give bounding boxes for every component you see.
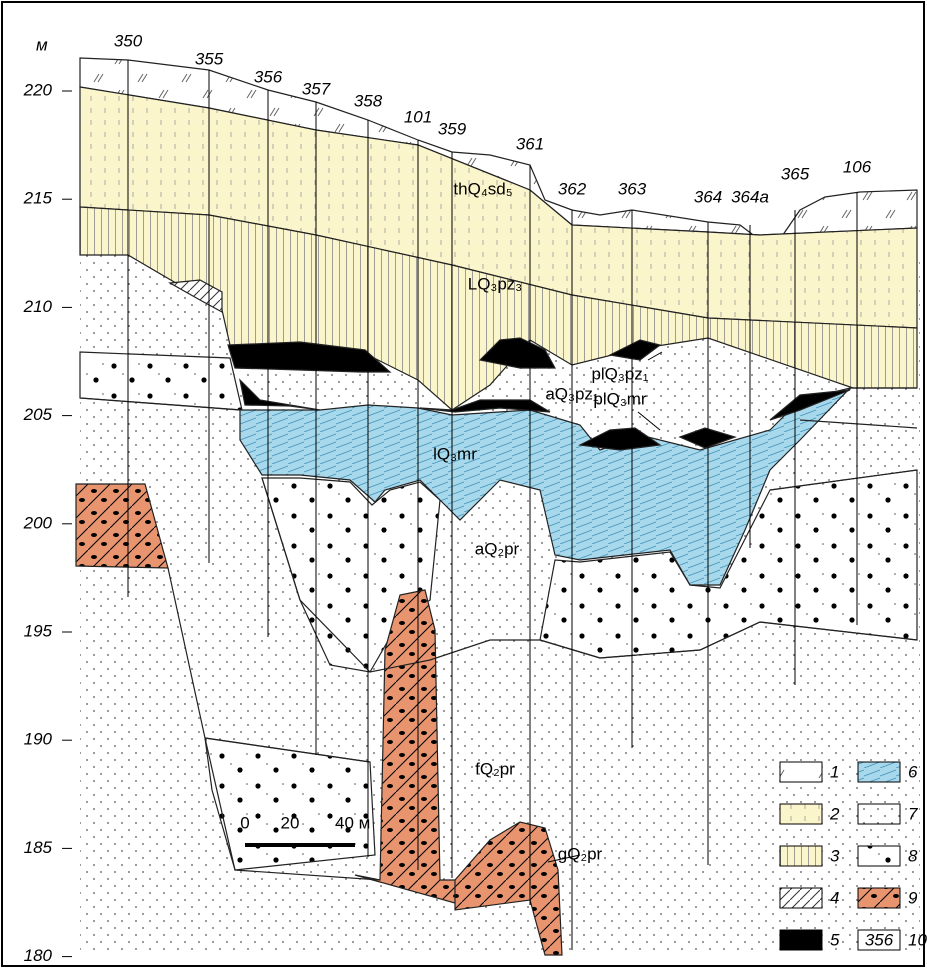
y-tick-label: 195 — [24, 621, 53, 640]
borehole-label: 101 — [404, 107, 432, 126]
unit-label: aQ₃pz₁ — [545, 384, 599, 403]
y-tick-label: 200 — [23, 513, 53, 532]
y-tick-label: 220 — [23, 80, 53, 99]
legend-label: 8 — [908, 846, 918, 865]
scale-label: 0 — [240, 813, 249, 832]
legend-label: 2 — [829, 804, 840, 823]
scale-label: 20 — [281, 813, 300, 832]
legend-label: 7 — [908, 804, 918, 823]
axis-unit: м — [36, 35, 48, 54]
unit-label: plQ₃pz₁ — [591, 364, 648, 383]
borehole-label: 355 — [195, 49, 224, 68]
legend-label: 9 — [908, 888, 918, 907]
unit-label: gQ₂pr — [558, 844, 603, 863]
legend-swatch — [858, 804, 900, 824]
legend-label: 4 — [830, 888, 839, 907]
borehole-label: 359 — [438, 119, 467, 138]
legend-swatch — [858, 888, 900, 908]
y-tick-label: 180 — [24, 946, 53, 965]
legend-swatch — [858, 762, 900, 782]
y-tick-label: 190 — [24, 730, 53, 749]
legend-label: 6 — [908, 762, 918, 781]
legend-swatch — [780, 846, 822, 866]
borehole-label: 356 — [254, 67, 283, 86]
borehole-label: 364a — [731, 187, 769, 206]
borehole-label: 357 — [302, 79, 331, 98]
y-tick-label: 205 — [23, 405, 53, 424]
y-tick-label: 210 — [23, 297, 53, 316]
scale-label: 40 м — [335, 813, 370, 832]
unit-label: LQ₃pz₃ — [468, 274, 522, 293]
section: 2202152102052001951901851803503553563573… — [0, 0, 927, 970]
legend-swatch — [780, 930, 822, 950]
borehole-label: 361 — [516, 134, 544, 153]
legend-swatch — [780, 888, 822, 908]
legend-label: 10 — [908, 930, 927, 949]
legend-swatch — [780, 762, 822, 782]
legend-label: 5 — [830, 930, 840, 949]
unit-label: aQ₂pr — [475, 539, 520, 558]
y-tick-label: 215 — [23, 189, 53, 208]
unit-label: lQ₃mr — [433, 444, 477, 463]
legend-swatch — [858, 846, 900, 866]
unit-label: thQ₄sd₅ — [453, 179, 512, 198]
y-tick-label: 185 — [24, 838, 53, 857]
borehole-label: 363 — [618, 179, 647, 198]
borehole-label: 365 — [781, 164, 810, 183]
legend-label: 3 — [830, 846, 840, 865]
legend-label: 1 — [830, 762, 839, 781]
borehole-label: 106 — [843, 157, 872, 176]
borehole-label: 350 — [114, 31, 143, 50]
legend-swatch — [780, 804, 822, 824]
borehole-label: 364 — [694, 187, 722, 206]
unit-label: fQ₂pr — [475, 759, 515, 778]
borehole-label: 362 — [558, 179, 587, 198]
borehole-label: 358 — [354, 91, 383, 110]
legend-sample: 356 — [865, 930, 894, 949]
unit-label: plQ₃mr — [593, 389, 647, 408]
